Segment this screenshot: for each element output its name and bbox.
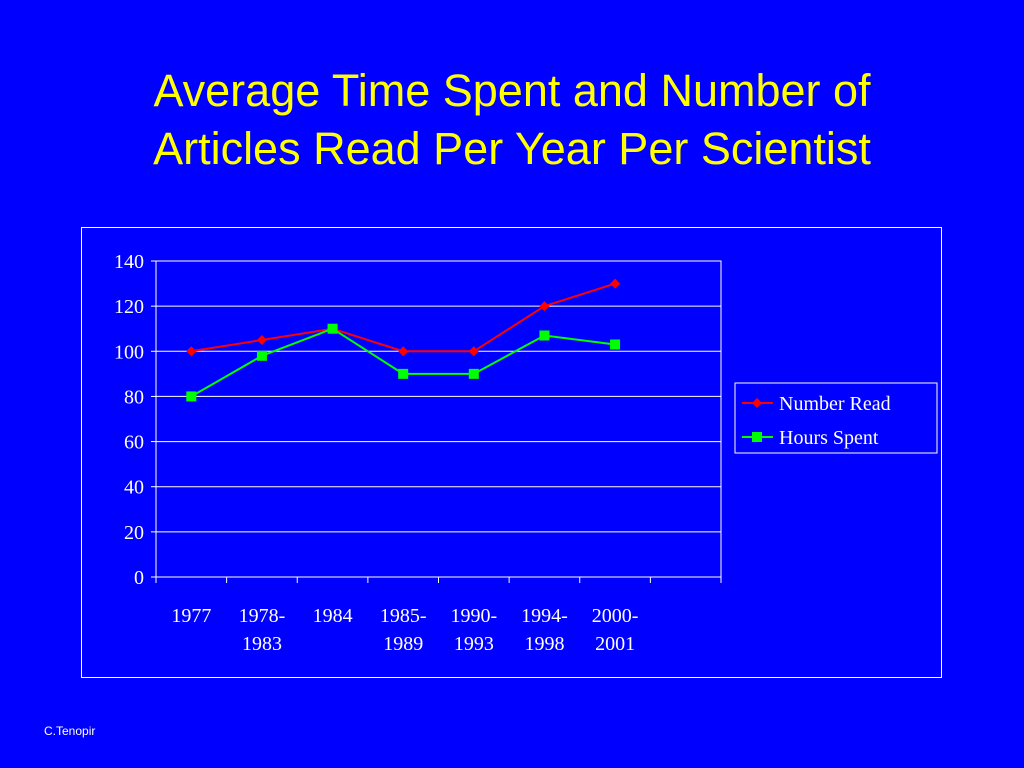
legend-hours-spent-marker (752, 432, 762, 442)
x-tick-label: 1990- (450, 605, 497, 627)
hours-spent-point (539, 330, 550, 341)
x-tick-label: 1983 (242, 633, 282, 655)
footer-credit: C.Tenopir (44, 724, 96, 738)
slide-title: Average Time Spent and Number of Article… (0, 62, 1024, 178)
hours-spent-point (398, 368, 409, 379)
chart-area: 0 20 40 60 80 100 120 140 1977 1978- 1983 1984 1985-… (81, 227, 942, 678)
y-tick-label: 0 (134, 567, 144, 589)
x-tick-label: 1993 (454, 633, 494, 655)
hours-spent-line (190, 327, 616, 398)
x-tick-label: 1984 (313, 605, 353, 627)
number-read-point (468, 346, 479, 357)
x-tick-label: 1998 (524, 633, 564, 655)
x-tick-label: 1989 (383, 633, 423, 655)
x-tick-label: 2000- (592, 605, 639, 627)
slide-title-line-1: Average Time Spent and Number of (153, 65, 871, 116)
x-tick-label: 2001 (595, 633, 635, 655)
number-read-point (398, 346, 409, 357)
number-read-point (539, 301, 550, 312)
y-tick-label: 80 (124, 386, 144, 408)
y-tick-label: 20 (124, 522, 144, 544)
hours-spent-point (186, 391, 197, 402)
number-read-point (256, 335, 267, 345)
hours-spent-point (256, 350, 267, 361)
hours-spent-point (610, 339, 621, 350)
plot-frame (155, 260, 722, 578)
x-tick-label: 1994- (521, 605, 568, 627)
y-tick-label: 100 (114, 341, 144, 363)
y-tick-label: 60 (124, 432, 144, 454)
number-read-point (186, 346, 197, 357)
number-read-line (191, 282, 616, 353)
x-tick-label: 1978- (239, 605, 286, 627)
hours-spent-point (327, 323, 338, 334)
legend-number-read-marker (752, 398, 762, 408)
x-tick-label: 1977 (171, 605, 211, 627)
hours-spent-point (468, 368, 479, 379)
line-chart: 0 20 40 60 80 100 120 140 1977 1978- 1983 1984 1985-… (114, 251, 938, 655)
y-tick-label: 140 (114, 251, 144, 273)
legend-hours-spent-label: Hours Spent (779, 427, 879, 449)
legend-box (734, 382, 938, 454)
y-tick-label: 120 (114, 296, 144, 318)
x-tick-label: 1985- (380, 605, 427, 627)
number-read-point (610, 278, 621, 289)
slide-title-line-2: Articles Read Per Year Per Scientist (153, 123, 871, 174)
legend-number-read-label: Number Read (779, 393, 891, 415)
y-tick-label: 40 (124, 477, 144, 499)
